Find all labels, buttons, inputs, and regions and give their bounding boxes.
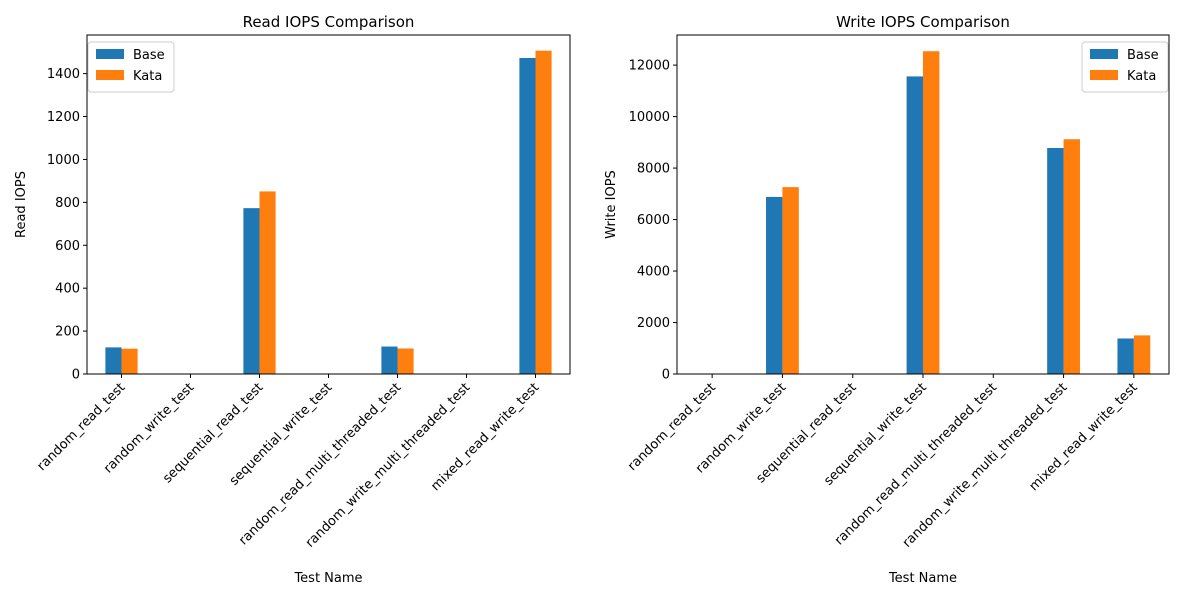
x-axis-label: Test Name <box>293 571 362 586</box>
y-tick-label: 10000 <box>629 110 670 125</box>
chart-panel-2: 020004000600080001000012000random_read_t… <box>604 13 1170 586</box>
bar-base-sequential_read_test <box>243 208 260 374</box>
legend-swatch-base <box>96 49 124 59</box>
bar-kata-random_write_test <box>782 187 799 374</box>
legend: Base Kata <box>87 41 175 93</box>
bar-kata-mixed_read_write_test <box>535 50 552 374</box>
legend-label-base: Base <box>133 48 165 63</box>
chart-title: Read IOPS Comparison <box>243 13 415 31</box>
bar-base-mixed_read_write_test <box>519 57 536 375</box>
bar-base-mixed_read_write_test <box>1117 338 1134 374</box>
bar-kata-mixed_read_write_test <box>1133 335 1151 374</box>
y-axis-label: Write IOPS <box>604 170 619 239</box>
y-tick-label: 600 <box>55 239 80 254</box>
y-tick-label: 2000 <box>637 316 670 331</box>
legend: Base Kata <box>1081 41 1169 93</box>
bar-kata-sequential_write_test <box>923 51 940 374</box>
legend-label-base: Base <box>1127 48 1159 63</box>
bar-base-sequential_write_test <box>906 76 923 374</box>
y-tick-label: 1000 <box>47 153 80 168</box>
y-tick-label: 1400 <box>47 67 80 82</box>
bar-kata-random_read_test <box>121 348 138 374</box>
legend-swatch-kata <box>1090 70 1118 80</box>
bar-base-random_read_test <box>105 347 122 374</box>
bar-kata-sequential_read_test <box>259 191 276 374</box>
x-axis-label: Test Name <box>888 571 957 586</box>
legend-swatch-base <box>1090 49 1118 59</box>
legend-label-kata: Kata <box>133 69 162 84</box>
y-tick-label: 12000 <box>629 59 670 74</box>
y-tick-label: 400 <box>55 282 80 297</box>
legend-label-kata: Kata <box>1127 69 1156 84</box>
bar-base-random_write_multi_threaded_test <box>1047 148 1064 374</box>
bar-kata-random_write_multi_threaded_test <box>1063 139 1080 374</box>
y-tick-label: 4000 <box>637 265 670 280</box>
y-tick-label: 8000 <box>637 162 670 177</box>
y-axis-label: Read IOPS <box>14 171 29 238</box>
y-tick-label: 0 <box>72 368 80 383</box>
bar-base-random_write_test <box>766 196 783 374</box>
bar-base-random_read_multi_threaded_test <box>381 346 398 374</box>
y-tick-label: 800 <box>55 196 80 211</box>
y-tick-label: 1200 <box>47 110 80 125</box>
bar-kata-random_read_multi_threaded_test <box>397 348 414 374</box>
chart-title: Write IOPS Comparison <box>836 13 1010 31</box>
legend-swatch-kata <box>96 70 124 80</box>
y-tick-label: 6000 <box>637 213 670 228</box>
y-tick-label: 0 <box>662 368 670 383</box>
y-tick-label: 200 <box>55 325 80 340</box>
